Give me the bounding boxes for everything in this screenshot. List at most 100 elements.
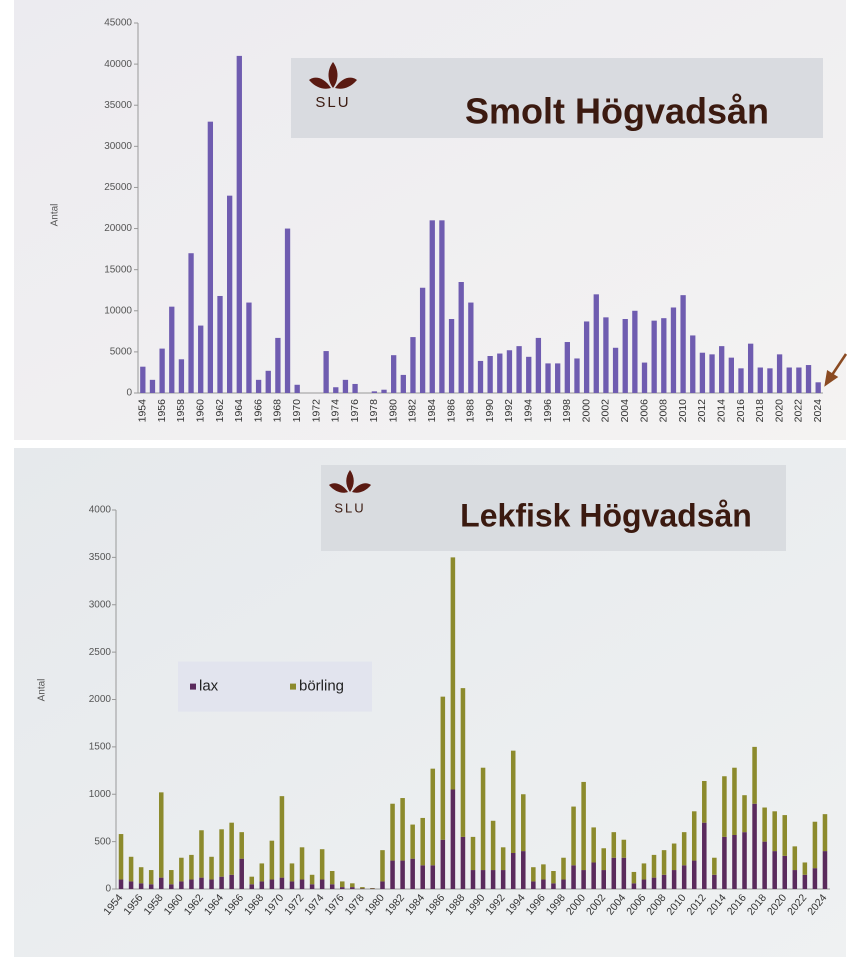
bar-segment [702, 822, 707, 889]
bar [371, 391, 378, 393]
bar [497, 353, 503, 393]
bar-segment [500, 870, 506, 889]
bar-segment [631, 871, 637, 884]
bar-segment [460, 688, 466, 837]
x-tick-label: 1982 [407, 399, 419, 423]
bar-segment [128, 881, 134, 889]
bar-segment [621, 857, 627, 889]
y-tick-label: 20000 [104, 223, 132, 234]
bar-segment [671, 843, 677, 871]
bar-segment [299, 879, 305, 889]
bar-segment [209, 879, 214, 889]
bar-segment [158, 877, 164, 889]
y-tick-label: 15000 [104, 264, 132, 275]
bar-segment [350, 887, 355, 889]
bar-segment [561, 857, 566, 880]
bar-segment [762, 841, 767, 889]
bar [477, 360, 484, 393]
bar [188, 253, 194, 393]
bar [169, 306, 175, 393]
bar [545, 363, 551, 393]
bar-segment [189, 854, 194, 880]
x-tick-label: 1984 [426, 399, 438, 423]
x-tick-label: 1956 [156, 399, 168, 423]
bar-segment [340, 881, 345, 888]
x-tick-label: 2006 [638, 399, 650, 423]
bar [728, 357, 734, 393]
x-tick-label: 1968 [272, 399, 284, 423]
bar [275, 337, 281, 393]
bar-segment [319, 849, 325, 880]
bar [526, 356, 532, 393]
bar-segment [440, 696, 446, 840]
bar-segment [802, 862, 808, 875]
bar-segment [490, 870, 496, 889]
bar-segment [722, 776, 727, 837]
x-tick-label: 2008 [658, 399, 670, 423]
legend-label: lax [199, 678, 219, 695]
bar-segment [762, 807, 767, 842]
bar [391, 355, 397, 393]
y-axis-label: Antal [50, 204, 61, 227]
bar [284, 228, 291, 393]
bar-segment [380, 881, 385, 889]
x-tick-label: 1980 [387, 399, 399, 423]
bar-segment [249, 884, 255, 889]
x-tick-label: 1974 [330, 399, 342, 423]
slu-logo [329, 470, 371, 493]
bar-segment [360, 887, 365, 889]
x-tick-label: 1958 [175, 399, 187, 423]
bar-segment [249, 876, 255, 885]
bar-segment [350, 883, 355, 888]
bar-segment [712, 874, 717, 889]
bar-segment [410, 824, 415, 859]
bar-segment [279, 796, 285, 878]
bar [786, 367, 792, 393]
bar [574, 358, 580, 393]
bar-segment [521, 794, 526, 852]
bar [419, 287, 426, 393]
logo-text: SLU [334, 500, 365, 515]
x-tick-label: 1962 [214, 399, 226, 423]
bar [583, 321, 590, 393]
bar-segment [541, 879, 546, 889]
bar-segment [329, 870, 335, 885]
bar [294, 384, 300, 393]
y-tick-label: 30000 [104, 141, 132, 152]
bar-segment [390, 803, 395, 861]
bar-segment [229, 822, 234, 875]
bar [796, 367, 802, 393]
bar [632, 310, 638, 393]
bar-segment [812, 868, 818, 889]
legend: lax börling [178, 661, 372, 712]
bar-segment [722, 836, 727, 889]
x-tick-label: 2010 [677, 399, 689, 423]
bar [690, 335, 696, 393]
bar-segment [299, 847, 305, 880]
bar-segment [309, 874, 315, 885]
bar-segment [702, 780, 707, 823]
y-tick-label: 500 [94, 836, 111, 847]
bar-segment [289, 881, 295, 889]
x-tick-label: 2002 [600, 399, 612, 423]
bar-segment [611, 832, 617, 858]
bar-segment [440, 839, 446, 889]
bar-segment [732, 767, 737, 835]
y-tick-label: 40000 [104, 59, 132, 70]
bar-segment [712, 857, 717, 875]
x-tick-label: 1964 [233, 399, 245, 423]
bar [246, 302, 252, 393]
title-box [321, 465, 786, 551]
bar [458, 282, 464, 393]
bar [555, 363, 561, 393]
legend-swatch [290, 683, 296, 690]
bar-segment [691, 860, 697, 889]
bar-segment [219, 829, 224, 877]
bar-segment [430, 865, 436, 889]
bar-segment [802, 874, 808, 889]
bar-segment [169, 884, 174, 889]
bar-segment [792, 846, 798, 871]
bar-segment [239, 858, 244, 889]
bar [776, 354, 783, 393]
y-tick-label: 2500 [89, 647, 112, 658]
